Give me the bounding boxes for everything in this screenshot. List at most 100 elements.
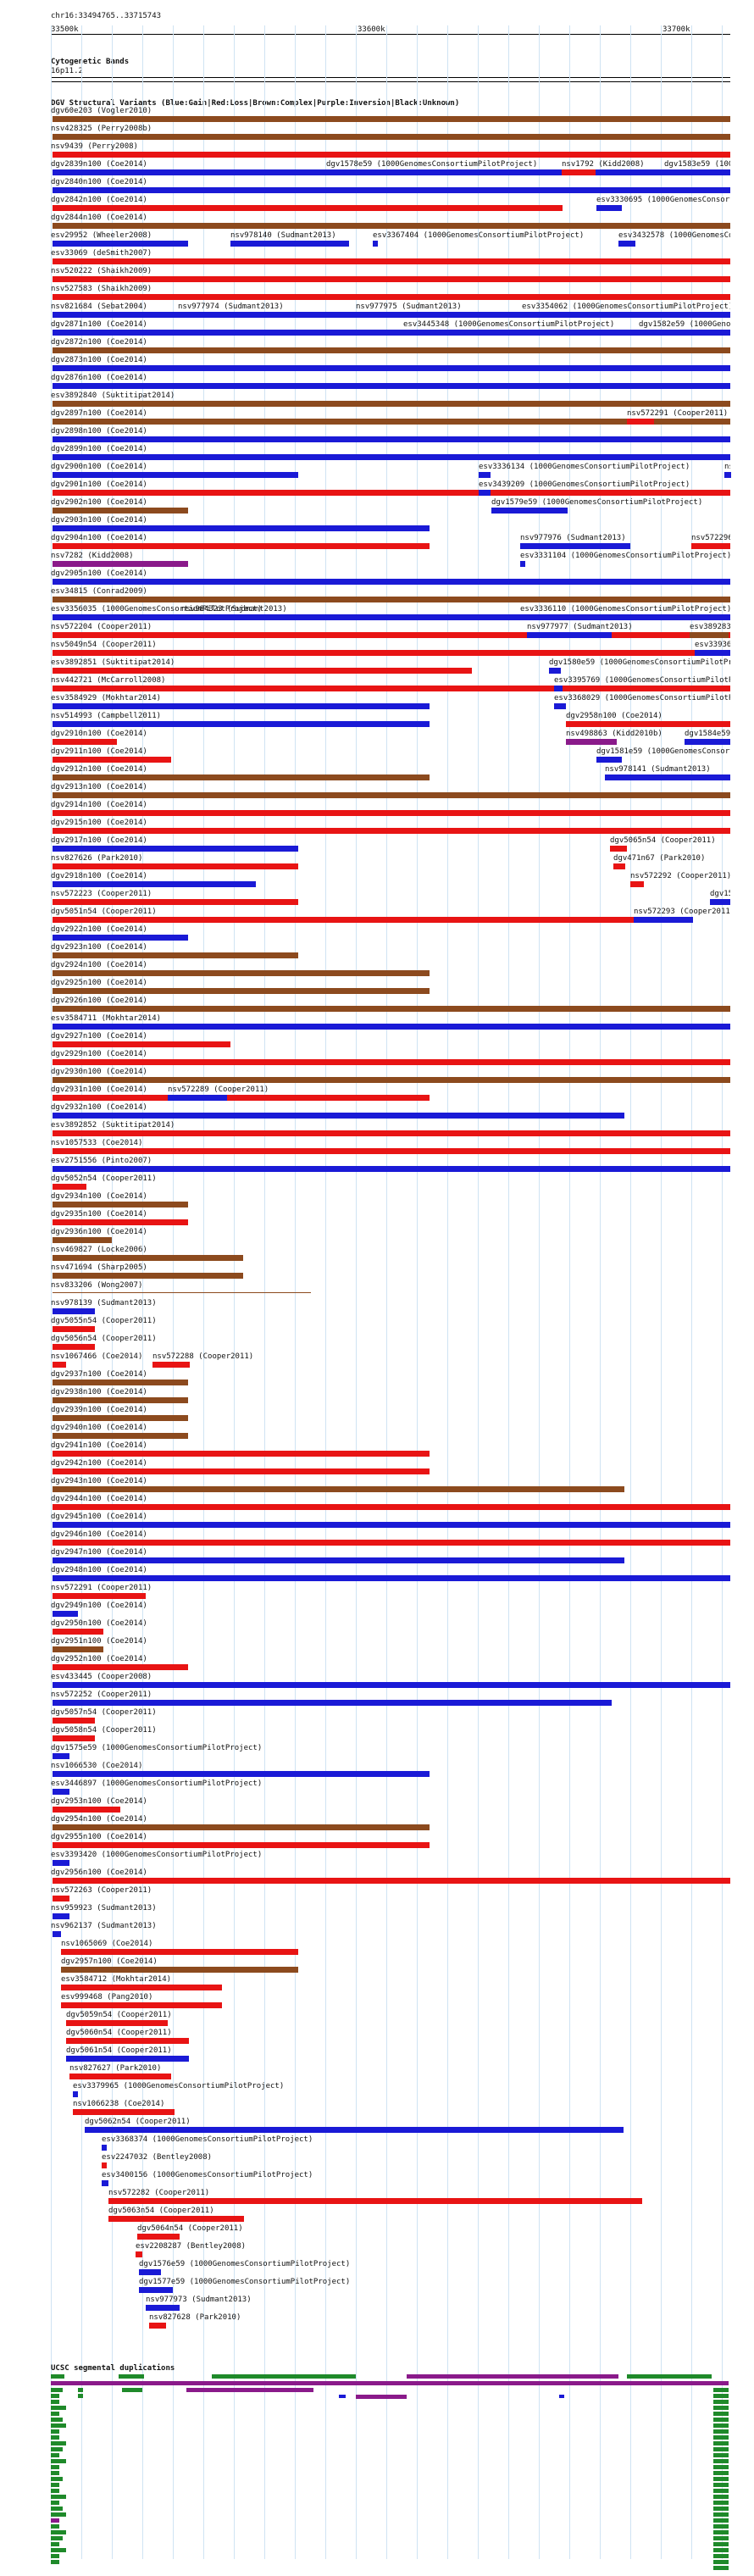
variant-label[interactable]: nsv1066530 (Coe2014) xyxy=(51,1762,143,1770)
variant-bar[interactable] xyxy=(53,899,298,905)
variant-label[interactable]: dgv5051n54 (Cooper2011) xyxy=(51,908,157,916)
variant-bar[interactable] xyxy=(53,881,256,887)
segdup-block[interactable] xyxy=(713,2453,729,2457)
variant-label[interactable]: dgv2917n100 (Coe2014) xyxy=(51,836,147,845)
variant-bar[interactable] xyxy=(53,1735,95,1741)
variant-bar[interactable] xyxy=(710,899,730,905)
segdup-block[interactable] xyxy=(51,2518,59,2523)
variant-label[interactable]: nsv469827 (Locke2006) xyxy=(51,1246,147,1254)
variant-label[interactable]: dgv1575e59 (1000GenomesConsortiumPilotPr… xyxy=(51,1744,263,1752)
variant-label[interactable]: dgv1580e59 (1000GenomesConsortiumPilotPr… xyxy=(549,658,730,667)
variant-bar[interactable] xyxy=(53,1468,430,1474)
variant-label[interactable]: dgv2929n100 (Coe2014) xyxy=(51,1050,147,1058)
segdup-block[interactable] xyxy=(713,2542,729,2546)
variant-bar[interactable] xyxy=(61,2002,222,2008)
segdup-block[interactable] xyxy=(51,2471,59,2475)
segdup-block[interactable] xyxy=(713,2388,729,2392)
variant-label[interactable]: dgv2935n100 (Coe2014) xyxy=(51,1210,147,1219)
segdup-block[interactable] xyxy=(119,2374,144,2379)
variant-bar[interactable] xyxy=(520,614,532,620)
segdup-block[interactable] xyxy=(51,2381,729,2385)
variant-label[interactable]: nsv527583 (Shaikh2009) xyxy=(51,285,152,293)
variant-bar[interactable] xyxy=(108,2216,244,2222)
variant-bar[interactable] xyxy=(53,134,730,140)
variant-label[interactable]: dgv5055n54 (Cooper2011) xyxy=(51,1317,157,1325)
variant-label[interactable]: dgv2901n100 (Coe2014) xyxy=(51,480,147,489)
segdup-block[interactable] xyxy=(51,2507,63,2511)
variant-bar[interactable] xyxy=(53,632,730,638)
variant-label[interactable]: esv3892834 (S xyxy=(690,623,730,631)
variant-label[interactable]: nsv572293 (Cooper2011) xyxy=(634,908,730,916)
segdup-block[interactable] xyxy=(713,2512,729,2517)
variant-bar[interactable] xyxy=(53,792,730,798)
variant-bar[interactable] xyxy=(53,1682,730,1688)
variant-bar[interactable] xyxy=(630,881,644,887)
variant-bar[interactable] xyxy=(53,365,730,371)
variant-label[interactable]: dgv2957n100 (Coe2014) xyxy=(61,1957,158,1966)
segdup-block[interactable] xyxy=(713,2418,729,2422)
variant-label[interactable]: nsv977976 (Sudmant2013) xyxy=(520,534,626,542)
variant-bar[interactable] xyxy=(168,1095,227,1101)
variant-label[interactable]: dgv1576e59 (1000GenomesConsortiumPilotPr… xyxy=(139,2260,351,2268)
variant-label[interactable]: esv3330695 (1000GenomesConsortiumPilotPr… xyxy=(596,196,730,204)
variant-bar[interactable] xyxy=(53,1255,243,1261)
variant-bar[interactable] xyxy=(53,205,563,211)
variant-bar[interactable] xyxy=(53,1344,95,1350)
variant-label[interactable]: esv999468 (Pang2010) xyxy=(61,1993,153,2001)
segdup-block[interactable] xyxy=(713,2536,729,2540)
variant-label[interactable]: dgv5061n54 (Cooper2011) xyxy=(66,2046,172,2055)
variant-bar[interactable] xyxy=(53,383,730,389)
variant-label[interactable]: dgv1577e59 (1000GenomesConsortiumPilotPr… xyxy=(139,2278,351,2286)
variant-label[interactable]: esv433445 (Cooper2008) xyxy=(51,1673,152,1681)
variant-bar[interactable] xyxy=(53,1557,624,1563)
variant-label[interactable]: dgv2939n100 (Coe2014) xyxy=(51,1406,147,1414)
variant-label[interactable]: nsv514993 (Campbell2011) xyxy=(51,712,162,720)
variant-bar[interactable] xyxy=(53,1842,430,1848)
variant-bar[interactable] xyxy=(326,169,338,175)
segdup-block[interactable] xyxy=(713,2412,729,2416)
segdup-block[interactable] xyxy=(713,2477,729,2481)
variant-bar[interactable] xyxy=(53,1184,86,1190)
variant-bar[interactable] xyxy=(549,668,561,674)
variant-label[interactable]: dgv2934n100 (Coe2014) xyxy=(51,1192,147,1201)
variant-label[interactable]: esv3356035 (1000GenomesConsortiumPilotPr… xyxy=(51,605,263,613)
variant-label[interactable]: esv3892840 (Suktitipat2014) xyxy=(51,391,175,400)
segdup-block[interactable] xyxy=(713,2548,729,2552)
segdup-block[interactable] xyxy=(713,2435,729,2440)
variant-label[interactable]: nsv977974 (Sudmant2013) xyxy=(178,303,284,311)
variant-bar[interactable] xyxy=(53,1113,624,1119)
variant-bar[interactable] xyxy=(53,1024,730,1030)
variant-bar[interactable] xyxy=(139,2287,173,2293)
variant-bar[interactable] xyxy=(53,543,430,549)
segdup-block[interactable] xyxy=(78,2394,83,2398)
variant-bar[interactable] xyxy=(53,686,730,691)
variant-label[interactable]: esv3367404 (1000GenomesConsortiumPilotPr… xyxy=(373,231,585,240)
variant-label[interactable]: nsv572263 (Cooper2011) xyxy=(51,1886,152,1895)
variant-bar[interactable] xyxy=(61,1985,222,1990)
variant-label[interactable]: dgv5064n54 (Cooper2011) xyxy=(137,2224,243,2233)
variant-bar[interactable] xyxy=(85,2127,624,2133)
segdup-block[interactable] xyxy=(713,2518,729,2523)
segdup-block[interactable] xyxy=(51,2548,66,2552)
variant-bar[interactable] xyxy=(53,241,188,247)
variant-label[interactable]: dgv2914n100 (Coe2014) xyxy=(51,801,147,809)
variant-label[interactable]: dgv1579e59 (1000GenomesConsortiumPilotPr… xyxy=(491,498,703,507)
variant-label[interactable]: esv29952 (Wheeler2008) xyxy=(51,231,152,240)
variant-bar[interactable] xyxy=(102,2145,107,2151)
variant-bar[interactable] xyxy=(53,508,188,514)
variant-bar[interactable] xyxy=(53,436,730,442)
variant-bar[interactable] xyxy=(53,1077,730,1083)
variant-label[interactable]: dgv2839n100 (Coe2014) xyxy=(51,160,147,169)
variant-label[interactable]: dgv2936n100 (Coe2014) xyxy=(51,1228,147,1236)
variant-bar[interactable] xyxy=(53,650,730,656)
variant-bar[interactable] xyxy=(520,543,630,549)
variant-bar[interactable] xyxy=(53,1273,243,1279)
variant-bar[interactable] xyxy=(53,739,117,745)
variant-label[interactable]: nsv572289 (Cooper2011) xyxy=(168,1085,269,1094)
variant-bar[interactable] xyxy=(178,312,186,318)
variant-label[interactable]: nsv962137 (Sudmant2013) xyxy=(51,1922,157,1930)
variant-label[interactable]: dgv2900n100 (Coe2014) xyxy=(51,463,147,471)
segdup-block[interactable] xyxy=(51,2542,59,2546)
variant-label[interactable]: nsv572252 (Cooper2011) xyxy=(51,1690,152,1699)
variant-bar[interactable] xyxy=(53,1718,95,1724)
